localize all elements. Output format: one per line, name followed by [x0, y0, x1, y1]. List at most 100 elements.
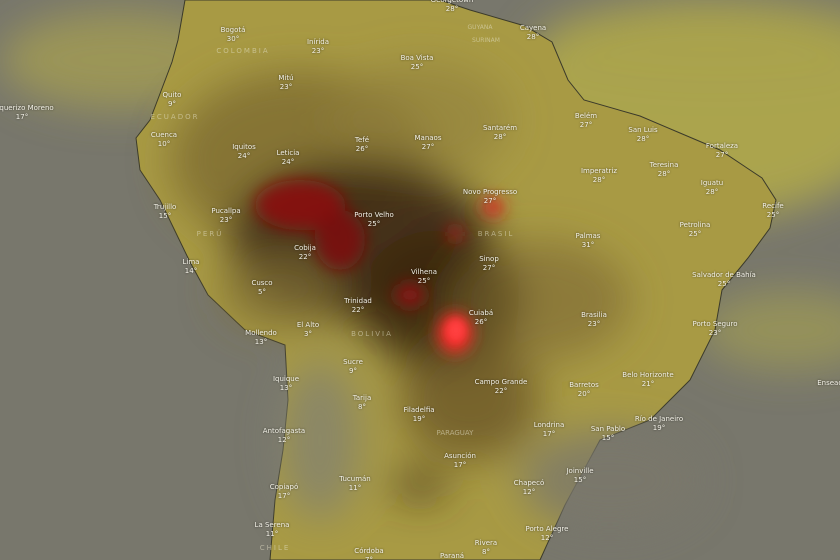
city-label[interactable]: Fortaleza 27° — [706, 142, 738, 160]
city-label[interactable]: La Serena 11° — [255, 521, 290, 539]
city-label[interactable]: Mollendo 13° — [245, 329, 277, 347]
city-name: Mollendo — [245, 329, 277, 337]
city-label[interactable]: Recife 25° — [762, 202, 783, 220]
city-temperature: 15° — [573, 476, 587, 484]
city-label[interactable]: Pucallpa 23° — [211, 207, 240, 225]
city-label[interactable]: Tefé 26° — [355, 136, 369, 154]
city-label[interactable]: Belo Horizonte 21° — [622, 371, 673, 389]
city-name: Porto Seguro — [692, 320, 738, 328]
city-name: Porto Alegre — [525, 525, 569, 533]
city-label[interactable]: Palmas 31° — [576, 232, 601, 250]
city-temperature: 28° — [592, 176, 606, 184]
city-label[interactable]: Trujillo 15° — [154, 203, 177, 221]
city-label[interactable]: Cusco 5° — [251, 279, 272, 297]
city-name: Trujillo — [153, 203, 177, 211]
city-label[interactable]: Boa Vista 25° — [401, 54, 434, 72]
city-label[interactable]: Copiapó 17° — [270, 483, 299, 501]
city-label[interactable]: Porto Alegre 12° — [526, 525, 569, 543]
city-name: Asunción — [444, 452, 476, 460]
city-label[interactable]: Rivera 8° — [475, 539, 497, 557]
city-temperature: 9° — [349, 367, 357, 375]
city-temperature: 15° — [158, 212, 172, 220]
city-label[interactable]: Quito 9° — [163, 91, 182, 109]
city-label[interactable]: Teresina 28° — [650, 161, 679, 179]
city-name: Iquitos — [232, 143, 256, 151]
city-label[interactable]: Mitú 23° — [278, 74, 293, 92]
city-label[interactable]: Campo Grande 22° — [475, 378, 528, 396]
city-temperature: 23° — [219, 216, 233, 224]
city-temperature: 28° — [705, 188, 719, 196]
city-label[interactable]: El Alto 3° — [297, 321, 319, 339]
city-temperature: 10° — [157, 140, 171, 148]
city-temperature: 13° — [279, 384, 293, 392]
city-label[interactable]: Salvador de Bahía 25° — [692, 271, 756, 289]
city-label[interactable]: Leticia 24° — [277, 149, 300, 167]
city-label[interactable]: Tucumán 11° — [339, 475, 370, 493]
city-name: Belém — [574, 112, 598, 120]
city-label[interactable]: Novo Progresso 27° — [463, 188, 517, 206]
city-label[interactable]: Chapecó 12° — [514, 479, 545, 497]
city-label[interactable]: Lima 14° — [183, 258, 200, 276]
city-label[interactable]: Manaos 27° — [415, 134, 442, 152]
city-label[interactable]: Filadelfia 19° — [403, 406, 434, 424]
city-label[interactable]: Río de Janeiro 19° — [635, 415, 683, 433]
city-label[interactable]: Ensead — [817, 379, 840, 388]
city-name: San Luis — [628, 126, 658, 134]
city-temperature: 15° — [601, 434, 615, 442]
city-label[interactable]: Petrolina 25° — [680, 221, 711, 239]
city-label[interactable]: Brasilia 23° — [581, 311, 607, 329]
city-name: Manaos — [414, 134, 442, 142]
city-name: Iquique — [272, 375, 300, 383]
city-temperature: 22° — [298, 253, 312, 261]
city-label[interactable]: Inírida 23° — [307, 38, 329, 56]
city-name: Porto Velho — [354, 211, 394, 219]
city-label[interactable]: Iguatu 28° — [701, 179, 723, 197]
city-label[interactable]: Trinidad 22° — [344, 297, 372, 315]
city-label[interactable]: Iquique 13° — [273, 375, 299, 393]
city-label[interactable]: Córdoba 7° — [354, 547, 383, 560]
city-label[interactable]: Porto Seguro 23° — [692, 320, 737, 338]
city-label[interactable]: Londrina 17° — [534, 421, 565, 439]
city-name: Paraná — [439, 552, 465, 560]
city-name: Georgetown — [430, 0, 474, 4]
city-name: Pucallpa — [211, 207, 241, 215]
city-name: Boa Vista — [400, 54, 434, 62]
city-label[interactable]: Cuiabá 26° — [469, 309, 493, 327]
city-label[interactable]: Georgetown 28° — [431, 0, 474, 14]
city-label[interactable]: Sucre 9° — [343, 358, 363, 376]
city-label[interactable]: Barretos 20° — [569, 381, 599, 399]
city-label[interactable]: Paraná — [440, 552, 464, 560]
city-temperature: 25° — [367, 220, 381, 228]
city-label[interactable]: Asunción 17° — [444, 452, 476, 470]
city-label[interactable]: Porto Velho 25° — [354, 211, 394, 229]
city-temperature: 23° — [279, 83, 293, 91]
city-temperature: 12° — [277, 436, 291, 444]
city-label[interactable]: Antofagasta 12° — [263, 427, 305, 445]
city-name: Sinop — [479, 255, 499, 263]
city-temperature: 9° — [168, 100, 176, 108]
city-label[interactable]: Cobija 22° — [294, 244, 316, 262]
country-label: CHILE — [259, 544, 291, 552]
city-label[interactable]: Iquitos 24° — [232, 143, 256, 161]
city-temperature: 17° — [277, 492, 291, 500]
city-temperature: 3° — [304, 330, 312, 338]
city-label[interactable]: Vilhena 25° — [411, 268, 437, 286]
city-temperature: 24° — [237, 152, 251, 160]
city-label[interactable]: San Luis 28° — [628, 126, 657, 144]
city-label[interactable]: Belém 27° — [575, 112, 597, 130]
city-label[interactable]: Bogotá 30° — [221, 26, 246, 44]
city-label[interactable]: Joinville 15° — [566, 467, 593, 485]
city-label[interactable]: Cayena 28° — [520, 24, 546, 42]
city-label[interactable]: Santarém 28° — [483, 124, 517, 142]
city-temperature: 28° — [445, 5, 459, 13]
city-label[interactable]: Imperatriz 28° — [581, 167, 617, 185]
city-name: La Serena — [254, 521, 290, 529]
city-label[interactable]: Cuenca 10° — [151, 131, 177, 149]
city-label[interactable]: Sinop 27° — [479, 255, 499, 273]
city-label[interactable]: Tarija 8° — [353, 394, 371, 412]
city-label[interactable]: San Pablo 15° — [591, 425, 625, 443]
city-temperature: 27° — [421, 143, 435, 151]
city-name: Cayena — [519, 24, 547, 32]
